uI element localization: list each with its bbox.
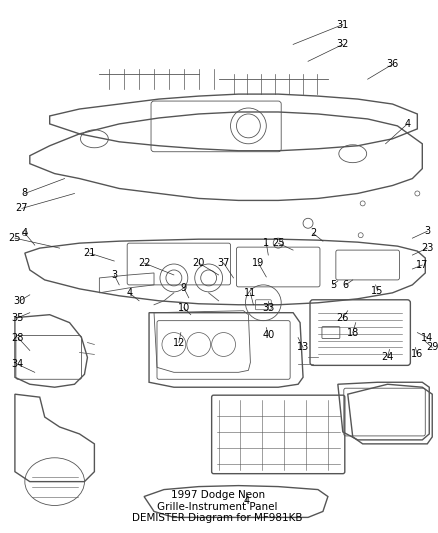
- Text: 30: 30: [14, 296, 26, 306]
- Text: 25: 25: [9, 233, 21, 243]
- Text: 12: 12: [173, 337, 185, 348]
- Text: 28: 28: [12, 333, 24, 343]
- Text: 40: 40: [262, 329, 275, 340]
- Text: 29: 29: [426, 343, 438, 352]
- Text: 11: 11: [244, 288, 257, 298]
- Text: 13: 13: [297, 343, 309, 352]
- Text: 4: 4: [22, 228, 28, 238]
- Text: 37: 37: [217, 258, 230, 268]
- Text: 20: 20: [193, 258, 205, 268]
- Text: 14: 14: [421, 333, 433, 343]
- Text: 27: 27: [16, 204, 28, 213]
- Text: 1: 1: [263, 238, 269, 248]
- Text: 16: 16: [411, 350, 424, 359]
- Text: 18: 18: [346, 328, 359, 337]
- Text: 3: 3: [424, 226, 430, 236]
- Text: 2: 2: [310, 228, 316, 238]
- Text: 34: 34: [12, 359, 24, 369]
- Text: 32: 32: [337, 39, 349, 50]
- Text: 36: 36: [386, 59, 399, 69]
- Text: 21: 21: [83, 248, 95, 258]
- Text: 8: 8: [22, 189, 28, 198]
- Text: 31: 31: [337, 20, 349, 29]
- Text: 9: 9: [181, 283, 187, 293]
- Text: 24: 24: [381, 352, 394, 362]
- Text: 3: 3: [111, 270, 117, 280]
- Text: 23: 23: [421, 243, 434, 253]
- Text: 1997 Dodge Neon
Grille-Instrument Panel
DEMISTER Diagram for MF981KB: 1997 Dodge Neon Grille-Instrument Panel …: [132, 490, 303, 523]
- Text: 35: 35: [12, 313, 24, 322]
- Text: 25: 25: [272, 238, 284, 248]
- Text: 17: 17: [416, 260, 428, 270]
- Text: 6: 6: [343, 280, 349, 290]
- Text: 4: 4: [404, 119, 410, 129]
- Text: 26: 26: [337, 313, 349, 322]
- Text: 10: 10: [178, 303, 190, 313]
- Text: 33: 33: [262, 303, 275, 313]
- Text: 4: 4: [244, 497, 250, 506]
- Text: 22: 22: [138, 258, 150, 268]
- Text: 15: 15: [371, 286, 384, 296]
- Text: 19: 19: [252, 258, 265, 268]
- Text: 5: 5: [330, 280, 336, 290]
- Text: 4: 4: [126, 288, 132, 298]
